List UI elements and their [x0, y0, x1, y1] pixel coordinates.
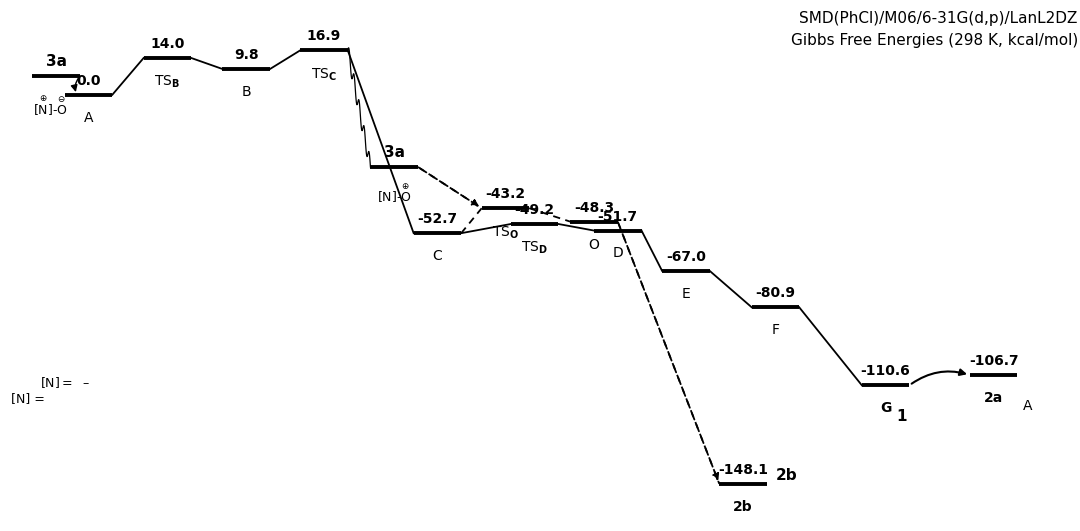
Text: -148.1: -148.1 [718, 463, 768, 477]
Text: -106.7: -106.7 [969, 354, 1018, 368]
Text: 0.0: 0.0 [77, 74, 100, 88]
Text: E: E [681, 287, 690, 301]
Text: 14.0: 14.0 [150, 37, 185, 51]
Text: TS$_\mathbf{C}$: TS$_\mathbf{C}$ [311, 66, 337, 83]
Text: 3a: 3a [383, 145, 405, 160]
Text: -48.3: -48.3 [573, 201, 615, 215]
Text: -43.2: -43.2 [485, 187, 526, 201]
Text: 2b: 2b [775, 468, 797, 483]
Text: G: G [880, 401, 891, 415]
Text: B: B [242, 85, 251, 99]
Text: 9.8: 9.8 [234, 48, 258, 62]
Text: -51.7: -51.7 [597, 210, 638, 224]
Text: 2a: 2a [984, 391, 1003, 405]
Text: D: D [612, 246, 623, 261]
Text: TS$_\mathbf{B}$: TS$_\mathbf{B}$ [154, 74, 180, 90]
Text: A: A [84, 110, 93, 125]
Text: $[\mathrm{N}]\text{-}\overset{\oplus}{\mathrm{O}}$: $[\mathrm{N}]\text{-}\overset{\oplus}{\m… [377, 183, 411, 205]
Text: F: F [771, 323, 780, 337]
Text: TS$_\mathbf{D}$: TS$_\mathbf{D}$ [522, 240, 548, 256]
Text: -80.9: -80.9 [755, 286, 796, 301]
Text: 3a: 3a [45, 55, 67, 70]
Text: -67.0: -67.0 [666, 250, 705, 264]
Text: O: O [589, 237, 599, 252]
Text: TS$_\mathbf{O}$: TS$_\mathbf{O}$ [491, 224, 519, 241]
Text: 16.9: 16.9 [307, 29, 341, 44]
Text: -52.7: -52.7 [417, 212, 458, 226]
Text: A: A [1023, 399, 1032, 413]
Text: [N] =: [N] = [11, 392, 44, 405]
Text: -49.2: -49.2 [514, 203, 555, 217]
Text: $[\mathrm{N}]=$  $\mathbf{–}$: $[\mathrm{N}]=$ $\mathbf{–}$ [40, 375, 90, 390]
Text: 2b: 2b [733, 500, 753, 513]
Text: C: C [432, 249, 443, 263]
Text: -110.6: -110.6 [861, 364, 910, 379]
Text: SMD(PhCl)/M06/6-31G(d,p)/LanL2DZ
Gibbs Free Energies (298 K, kcal/mol): SMD(PhCl)/M06/6-31G(d,p)/LanL2DZ Gibbs F… [791, 11, 1078, 48]
Text: 1: 1 [896, 409, 907, 424]
Text: $\overset{\oplus}{[\mathrm{N}]}\text{-}\overset{\ominus}{\mathrm{O}}$: $\overset{\oplus}{[\mathrm{N}]}\text{-}\… [33, 95, 68, 118]
